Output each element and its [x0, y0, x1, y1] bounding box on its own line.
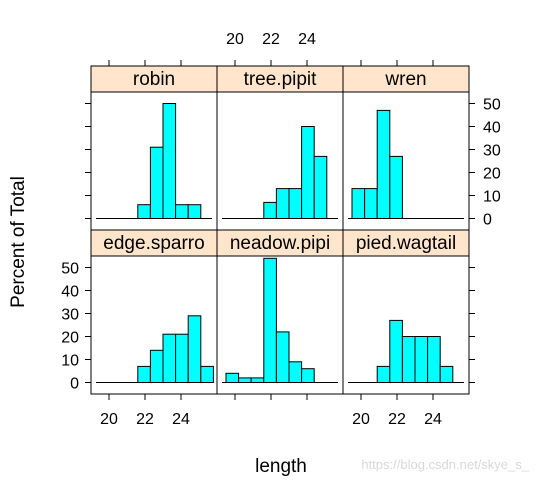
histogram-bar	[364, 188, 378, 220]
panel-strip	[342, 229, 470, 257]
y-tick-label-left: 0	[70, 376, 79, 393]
histogram-bar	[250, 377, 265, 383]
histogram-bar	[414, 336, 429, 383]
histogram-bar	[238, 377, 252, 383]
panel-strip-label: wren	[384, 69, 426, 90]
histogram-bar	[376, 109, 391, 219]
histogram-bar	[439, 365, 454, 383]
y-tick-label-left: 50	[61, 261, 79, 278]
x-tick-label-top: 20	[226, 31, 244, 48]
y-tick-label-right: 20	[483, 166, 501, 183]
watermark: https://blog.csdn.net/skye_s_	[361, 457, 529, 472]
y-tick-label-right: 10	[483, 189, 501, 206]
x-tick-label-bottom: 22	[388, 411, 406, 428]
histogram-bar	[313, 155, 328, 219]
histogram-bar	[263, 257, 277, 383]
histogram-bar	[187, 315, 202, 383]
histogram-bar	[301, 368, 315, 384]
histogram-bar	[351, 188, 366, 220]
y-tick-label-left: 40	[61, 284, 79, 301]
histogram-bar	[137, 365, 151, 383]
histogram-bar	[301, 126, 315, 219]
x-axis-label: length	[255, 456, 307, 477]
histogram-bar	[175, 204, 189, 219]
histogram-bar	[200, 365, 214, 383]
y-axis-label: Percent of Total	[8, 176, 29, 308]
y-tick-label-left: 10	[61, 353, 79, 370]
panel-strip-label: edge.sparro	[103, 233, 204, 254]
panel-strip	[90, 65, 218, 93]
y-tick-label-right: 30	[483, 143, 501, 160]
x-tick-label-top: 24	[298, 31, 316, 48]
histogram-bar	[427, 336, 441, 383]
y-tick-label-left: 20	[61, 330, 79, 347]
histogram-bar	[401, 336, 416, 383]
y-tick-label-right: 0	[483, 212, 492, 229]
x-tick-label-top: 22	[262, 31, 280, 48]
histogram-bar	[225, 372, 240, 383]
histogram-bar	[175, 333, 189, 384]
panel-strip-label: tree.pipit	[244, 69, 318, 90]
histogram-bar	[137, 204, 151, 219]
x-tick-label-bottom: 24	[172, 411, 190, 428]
histogram-bar	[376, 365, 391, 383]
panel-strip-label: robin	[133, 69, 175, 90]
histogram-bar	[389, 319, 403, 383]
y-tick-label-right: 40	[483, 120, 501, 137]
panel-strip-label: pied.wagtail	[356, 233, 456, 254]
histogram-bar	[162, 333, 177, 384]
histogram-bar	[162, 103, 177, 219]
histogram-bar	[275, 331, 290, 383]
histogram-bar	[149, 349, 164, 383]
panel-strip-label: neadow.pipi	[230, 233, 330, 254]
histogram-bar	[275, 188, 290, 220]
histogram-bar	[288, 361, 303, 383]
x-tick-label-bottom: 20	[100, 411, 118, 428]
x-tick-label-bottom: 24	[424, 411, 442, 428]
y-tick-label-left: 30	[61, 307, 79, 324]
x-tick-label-bottom: 20	[352, 411, 370, 428]
histogram-bar	[389, 155, 403, 219]
histogram-bar	[149, 146, 164, 219]
panel-frame	[342, 255, 470, 395]
y-tick-label-right: 50	[483, 97, 501, 114]
histogram-bar	[187, 204, 202, 219]
panel-strip	[90, 229, 218, 257]
histogram-bar	[288, 188, 303, 220]
x-tick-label-bottom: 22	[136, 411, 154, 428]
histogram-bar	[263, 201, 277, 219]
